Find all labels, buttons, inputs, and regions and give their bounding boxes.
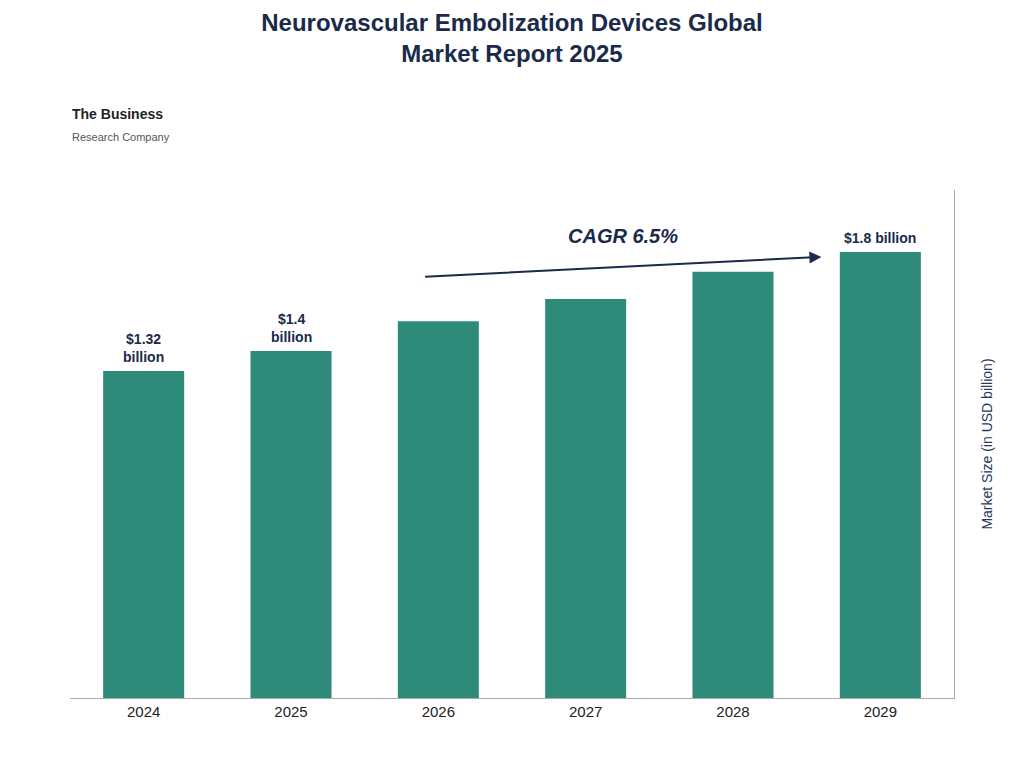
- svg-text:Research Company: Research Company: [72, 131, 170, 143]
- svg-text:2028: 2028: [716, 703, 749, 720]
- svg-text:2027: 2027: [569, 703, 602, 720]
- svg-text:$1.32billion: $1.32billion: [123, 331, 164, 365]
- svg-text:2029: 2029: [864, 703, 897, 720]
- svg-text:2026: 2026: [422, 703, 455, 720]
- svg-text:Market Size (in USD billion): Market Size (in USD billion): [979, 358, 995, 529]
- svg-text:Neurovascular Embolization Dev: Neurovascular Embolization Devices Globa…: [261, 9, 763, 67]
- svg-text:2025: 2025: [274, 703, 307, 720]
- svg-text:$1.8 billion: $1.8 billion: [844, 230, 916, 246]
- svg-text:2024: 2024: [127, 703, 160, 720]
- svg-text:$1.4billion: $1.4billion: [271, 311, 312, 345]
- svg-text:CAGR 6.5%: CAGR 6.5%: [568, 225, 678, 247]
- svg-text:The Business: The Business: [72, 106, 163, 122]
